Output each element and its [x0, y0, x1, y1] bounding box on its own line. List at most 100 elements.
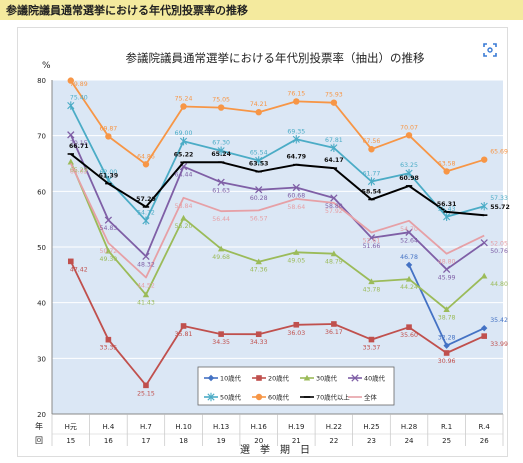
- series-4-point: [217, 178, 225, 186]
- legend-series-4-label: 40歳代: [364, 374, 386, 383]
- series-2-point: [406, 324, 412, 330]
- series-8-value-label: 50.72: [100, 248, 118, 255]
- x-tick-label: H.28: [401, 423, 417, 431]
- series-3-point: [481, 272, 488, 279]
- series-6-value-label: 75.05: [212, 97, 230, 104]
- series-3-value-label: 49.30: [100, 256, 118, 263]
- series-1-value-label: 32.28: [438, 335, 456, 342]
- x-session-label: 26: [480, 437, 489, 445]
- series-7-value-label: 65.24: [211, 151, 231, 158]
- series-3-value-label: 55.20: [175, 223, 193, 230]
- y-tick-label: 20: [37, 411, 46, 419]
- series-7: [67, 153, 488, 217]
- series-2-point: [293, 321, 300, 328]
- x-tick-label: R.1: [441, 423, 452, 431]
- x-session-label: 19: [217, 437, 226, 445]
- series-6-point: [481, 156, 488, 163]
- series-4-point: [255, 186, 263, 194]
- series-2-value-label: 34.35: [212, 339, 230, 346]
- series-8-line: [69, 163, 485, 279]
- series-6-point: [180, 103, 187, 110]
- series-1-value-label: 46.78: [400, 254, 418, 261]
- series-7-value-label: 64.79: [287, 154, 307, 161]
- series-6-line: [70, 80, 485, 173]
- series-3: [67, 158, 488, 313]
- x-tick-label: H.25: [363, 423, 379, 431]
- series-2-value-label: 47.42: [70, 266, 88, 273]
- series-7-value-label: 60.98: [399, 175, 419, 182]
- series-6-point: [217, 104, 225, 111]
- series-6-point: [67, 77, 74, 84]
- series-8-value-label: 44.52: [137, 283, 155, 290]
- expand-button[interactable]: [480, 40, 500, 60]
- x-session-label: 25: [442, 437, 451, 445]
- series-2-value-label: 36.03: [287, 330, 305, 337]
- series-5-value-label: 63.25: [400, 162, 418, 169]
- series-3-point: [330, 250, 338, 257]
- series-7-value-label: 57.20: [136, 196, 156, 203]
- x-session-label: 23: [367, 437, 376, 445]
- series-7-line: [70, 153, 485, 217]
- series-2-value-label: 35.81: [175, 331, 193, 338]
- series-5-point: [405, 169, 413, 178]
- x-session-label: 17: [141, 437, 150, 445]
- series-6-value-label: 75.24: [175, 95, 193, 102]
- series-4-point: [405, 228, 413, 236]
- series-8-value-label: 54.70: [400, 226, 418, 233]
- x-session-label: 22: [329, 437, 338, 445]
- series-4-value-label: 64.44: [175, 172, 193, 179]
- series-2-value-label: 33.99: [490, 341, 508, 348]
- series-6-value-label: 64.86: [137, 153, 155, 160]
- series-4-point: [104, 216, 113, 224]
- y-tick-label: 50: [37, 244, 46, 252]
- x-session-label: 18: [179, 437, 188, 445]
- series-3-point: [67, 158, 74, 165]
- series-4-value-label: 61.63: [212, 187, 230, 194]
- series-6-point: [293, 98, 300, 105]
- legend-series-5-label: 50歳代: [220, 393, 242, 402]
- series-7-value-label: 55.72: [490, 204, 510, 211]
- y-tick-label: 40: [37, 300, 46, 308]
- series-6-value-label: 74.21: [250, 101, 268, 108]
- series-8-value-label: 57.92: [325, 208, 343, 215]
- x-tick-label: R.4: [479, 423, 491, 431]
- series-6-point: [255, 109, 262, 116]
- series-7-value-label: 56.31: [437, 201, 457, 208]
- x-tick-label: H.4: [102, 423, 114, 431]
- series-4-point: [480, 239, 488, 247]
- legend-box: [197, 366, 395, 406]
- series-4-point: [292, 183, 300, 192]
- series-7-value-label: 64.17: [324, 157, 344, 164]
- page-header: 参議院議員通常選挙における年代別投票率の推移: [0, 0, 523, 20]
- series-4-point: [442, 265, 451, 273]
- series-5-point: [480, 201, 488, 211]
- series-3-line: [69, 161, 485, 311]
- series-3-point: [255, 258, 262, 265]
- series-6-point: [330, 99, 338, 106]
- series-3-point: [105, 247, 112, 254]
- series-5-value-label: 67.81: [325, 137, 343, 144]
- series-5-value-label: 67.30: [212, 140, 230, 147]
- series-3-point: [293, 249, 300, 255]
- series-4-point: [142, 252, 150, 261]
- series-8-value-label: 65.02: [70, 168, 88, 175]
- series-4-point: [330, 194, 338, 202]
- x-session-label: 21: [292, 437, 301, 445]
- series-1: [405, 261, 488, 349]
- series-7-value-label: 58.54: [362, 188, 382, 195]
- series-4-line: [69, 134, 485, 271]
- x-tick-label: H.7: [140, 423, 152, 431]
- series-5-value-label: 75.40: [70, 95, 88, 102]
- x-tick-label: H.19: [288, 423, 304, 431]
- legend-series-2-marker: [256, 375, 262, 381]
- series-1-point: [405, 261, 413, 269]
- x-tick-label: H.10: [175, 423, 191, 431]
- series-2-point: [180, 323, 187, 329]
- series-3-value-label: 49.68: [212, 254, 230, 261]
- series-6-value-label: 70.07: [400, 124, 418, 131]
- series-6-value-label: 67.56: [363, 138, 381, 145]
- series-1-point: [443, 342, 450, 349]
- legend-series-5-marker: [207, 392, 215, 402]
- series-6-point: [368, 146, 375, 153]
- series-2-point: [255, 331, 262, 338]
